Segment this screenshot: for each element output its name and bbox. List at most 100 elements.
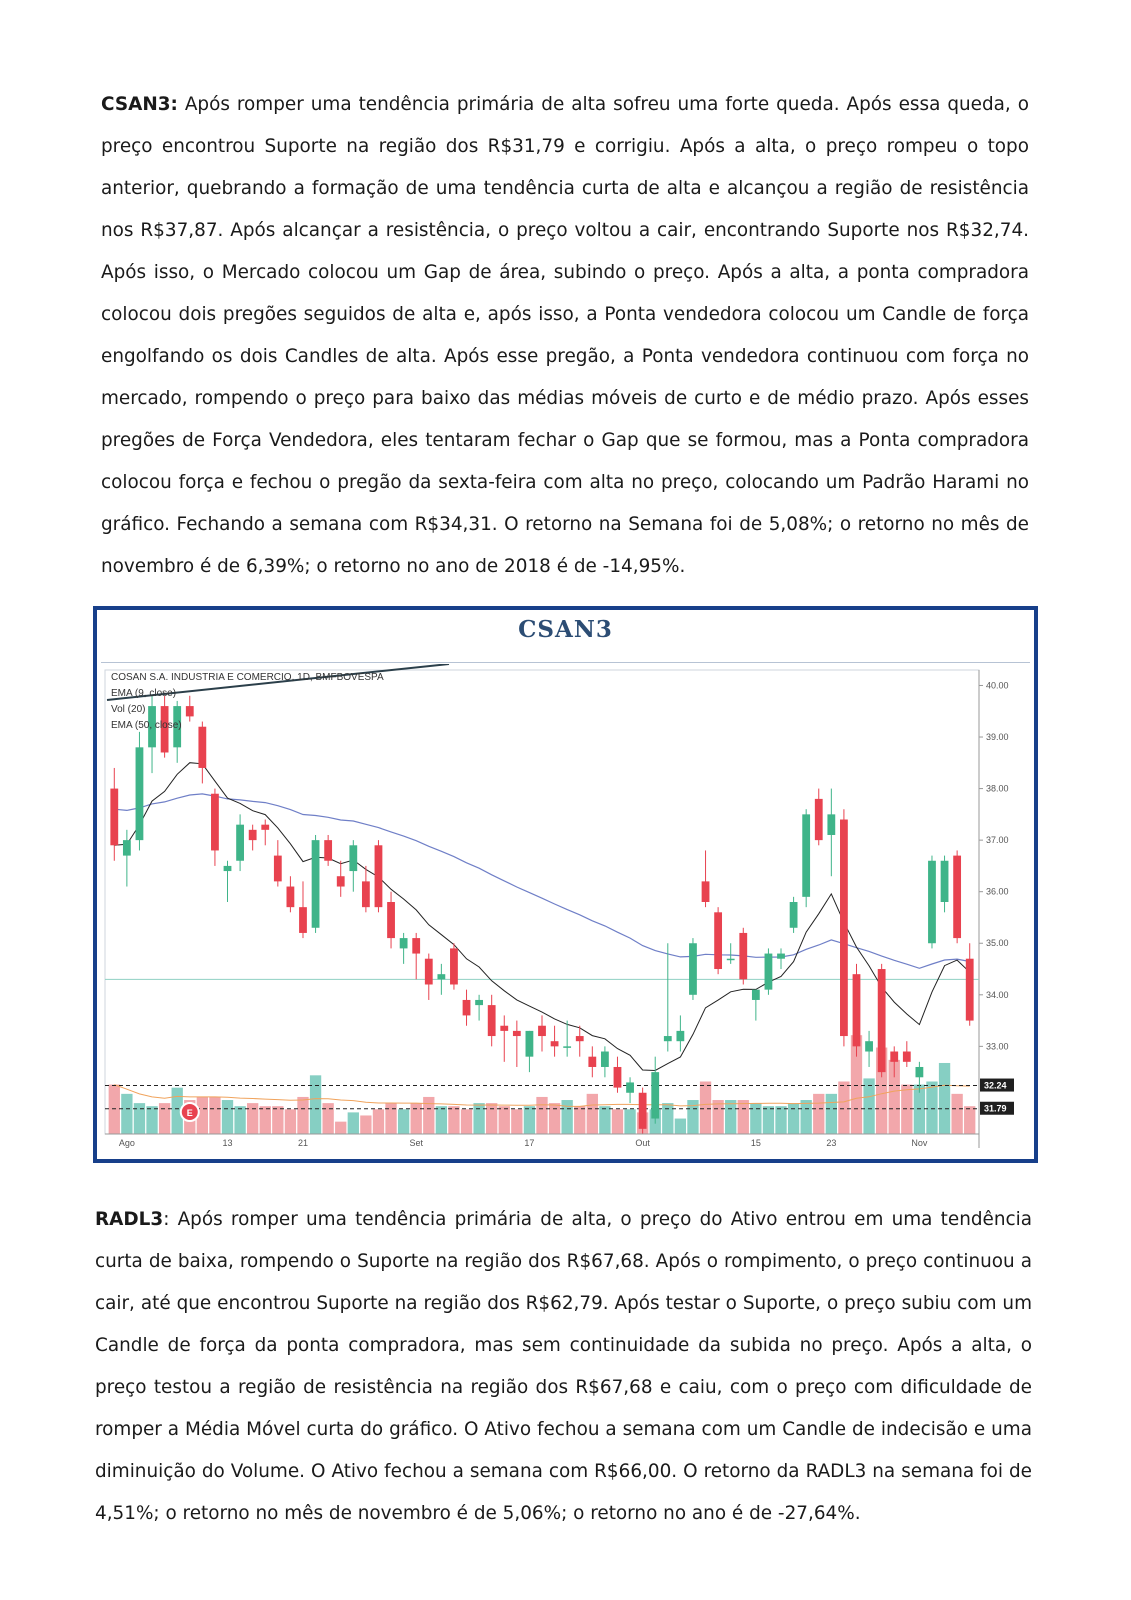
volume-bar xyxy=(750,1103,762,1134)
volume-bar xyxy=(964,1106,976,1134)
volume-bar xyxy=(913,1084,926,1134)
volume-bar xyxy=(838,1081,850,1134)
candle-body xyxy=(890,1051,899,1062)
candle-body xyxy=(600,1051,609,1067)
volume-bar xyxy=(511,1109,523,1134)
earnings-marker-label: E xyxy=(187,1108,193,1118)
x-tick-label: 13 xyxy=(222,1138,232,1148)
ema50-line xyxy=(114,793,970,969)
candle-body xyxy=(236,824,244,861)
candle-body xyxy=(865,1041,873,1052)
candle-body xyxy=(487,1005,496,1037)
csan3-chart-figure: CSAN3 40.00 39.00 38.00 37.00 36.00 35.00 34.0… xyxy=(93,606,1038,1163)
volume-bar xyxy=(410,1103,422,1134)
candle-body xyxy=(588,1056,597,1067)
candle-body xyxy=(412,938,421,954)
candle-body xyxy=(185,706,194,717)
volume-bar xyxy=(938,1062,951,1134)
volume-bar xyxy=(360,1115,372,1134)
candle-body xyxy=(764,953,773,990)
candle-body xyxy=(613,1066,622,1088)
ema9-line xyxy=(114,762,971,1072)
candle-body xyxy=(450,948,458,985)
volume-bar xyxy=(674,1118,687,1134)
candle-body xyxy=(902,1051,911,1062)
volume-bar xyxy=(372,1109,385,1134)
candle-body xyxy=(160,706,169,753)
volume-bar xyxy=(624,1109,636,1134)
volume-bar xyxy=(347,1112,359,1134)
csan3-ticker: CSAN3: xyxy=(101,94,178,115)
candle-body xyxy=(286,886,295,908)
volume-bar xyxy=(611,1109,624,1134)
volume-bar xyxy=(687,1100,699,1134)
candle-body xyxy=(789,902,798,928)
volume-bar xyxy=(460,1109,473,1134)
candle-body xyxy=(399,938,408,949)
volume-bar xyxy=(926,1081,938,1134)
candle-body xyxy=(915,1066,924,1078)
volume-bar xyxy=(284,1109,297,1134)
price-tag xyxy=(980,1078,1014,1092)
candle-body xyxy=(701,881,710,902)
candle-body xyxy=(714,912,723,970)
volume-bar xyxy=(662,1103,674,1134)
candle-body xyxy=(273,855,282,882)
candle-body xyxy=(462,999,471,1016)
candle-body xyxy=(814,798,823,841)
candle-body xyxy=(261,824,270,830)
candle-body xyxy=(110,788,119,846)
legend-entry: EMA (9, close) xyxy=(111,688,176,699)
volume-bar xyxy=(712,1100,724,1134)
candle-body xyxy=(663,1036,672,1042)
x-tick-label: Out xyxy=(635,1138,650,1148)
candle-body xyxy=(198,726,207,768)
candle-body xyxy=(928,860,936,944)
candle-body xyxy=(840,819,848,1037)
volume-bar xyxy=(586,1093,598,1134)
candle-body xyxy=(512,1030,521,1037)
radl3-text: : Após romper uma tendência primária de … xyxy=(95,1209,1032,1524)
candle-body xyxy=(751,989,760,1000)
candle-body xyxy=(626,1082,634,1093)
volume-bar xyxy=(737,1100,749,1134)
x-tick-label: Nov xyxy=(911,1138,928,1148)
candle-body xyxy=(211,793,219,851)
earnings-marker-icon xyxy=(179,1102,200,1122)
candle-body xyxy=(324,840,333,861)
y-tick-label: 37.00 xyxy=(986,835,1009,845)
x-tick-label: Set xyxy=(409,1138,423,1148)
candle-body xyxy=(349,845,358,872)
legend-entry: Vol (20) xyxy=(111,704,145,715)
volume-bar xyxy=(901,1084,913,1134)
volume-bar xyxy=(423,1096,435,1134)
volume-bar xyxy=(888,1059,900,1134)
candle-body xyxy=(802,814,811,897)
volume-bar xyxy=(322,1103,334,1134)
volume-bar xyxy=(146,1106,158,1134)
legend-entry: EMA (50, close) xyxy=(111,720,182,731)
volume-bar xyxy=(762,1106,775,1134)
candle-body xyxy=(387,902,395,939)
candle-body xyxy=(135,747,144,841)
volume-bar xyxy=(875,1047,888,1134)
volume-bar xyxy=(813,1093,825,1134)
volume-bar xyxy=(498,1106,510,1134)
candle-body xyxy=(148,706,156,748)
volume-bar xyxy=(574,1106,586,1134)
csan3-text: Após romper uma tendência primária de al… xyxy=(101,94,1029,577)
volume-bar xyxy=(108,1084,120,1134)
volume-bar xyxy=(725,1100,737,1134)
volume-bar xyxy=(548,1103,561,1134)
plot-area xyxy=(104,669,980,1135)
volume-bar xyxy=(850,1035,863,1134)
candle-body xyxy=(940,860,949,902)
candle-body xyxy=(374,845,383,908)
price-tag-label: 32.24 xyxy=(984,1081,1007,1091)
y-tick-label: 33.00 xyxy=(986,1041,1009,1051)
candle-body xyxy=(689,943,697,995)
y-tick-label: 36.00 xyxy=(986,887,1009,897)
volume-bar xyxy=(221,1100,234,1134)
trend-line xyxy=(106,664,450,701)
volume-bar xyxy=(473,1103,485,1134)
